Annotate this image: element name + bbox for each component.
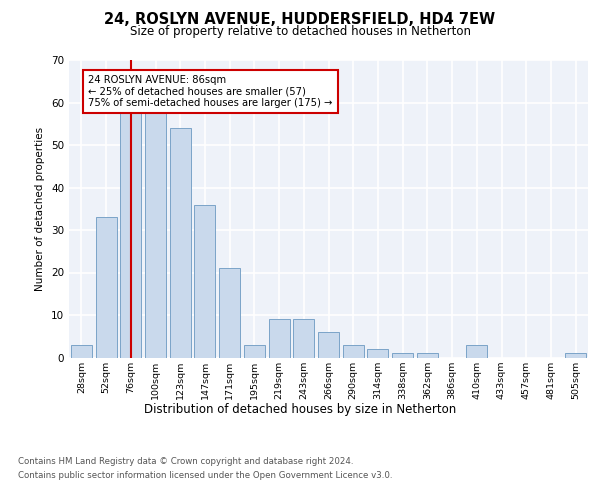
Y-axis label: Number of detached properties: Number of detached properties xyxy=(35,126,46,291)
Text: Size of property relative to detached houses in Netherton: Size of property relative to detached ho… xyxy=(130,25,470,38)
Bar xyxy=(170,128,191,358)
Bar xyxy=(565,353,586,358)
Bar xyxy=(318,332,339,357)
Text: Distribution of detached houses by size in Netherton: Distribution of detached houses by size … xyxy=(144,404,456,416)
Bar xyxy=(219,268,240,358)
Bar xyxy=(244,345,265,358)
Bar xyxy=(194,204,215,358)
Text: 24 ROSLYN AVENUE: 86sqm
← 25% of detached houses are smaller (57)
75% of semi-de: 24 ROSLYN AVENUE: 86sqm ← 25% of detache… xyxy=(88,75,332,108)
Bar xyxy=(269,320,290,358)
Text: Contains HM Land Registry data © Crown copyright and database right 2024.: Contains HM Land Registry data © Crown c… xyxy=(18,458,353,466)
Text: Contains public sector information licensed under the Open Government Licence v3: Contains public sector information licen… xyxy=(18,471,392,480)
Bar xyxy=(343,345,364,358)
Text: 24, ROSLYN AVENUE, HUDDERSFIELD, HD4 7EW: 24, ROSLYN AVENUE, HUDDERSFIELD, HD4 7EW xyxy=(104,12,496,28)
Bar xyxy=(392,353,413,358)
Bar xyxy=(120,111,141,358)
Bar xyxy=(417,353,438,358)
Bar xyxy=(293,320,314,358)
Bar xyxy=(367,349,388,358)
Bar xyxy=(71,345,92,358)
Bar xyxy=(466,345,487,358)
Bar xyxy=(95,217,116,358)
Bar xyxy=(145,111,166,358)
